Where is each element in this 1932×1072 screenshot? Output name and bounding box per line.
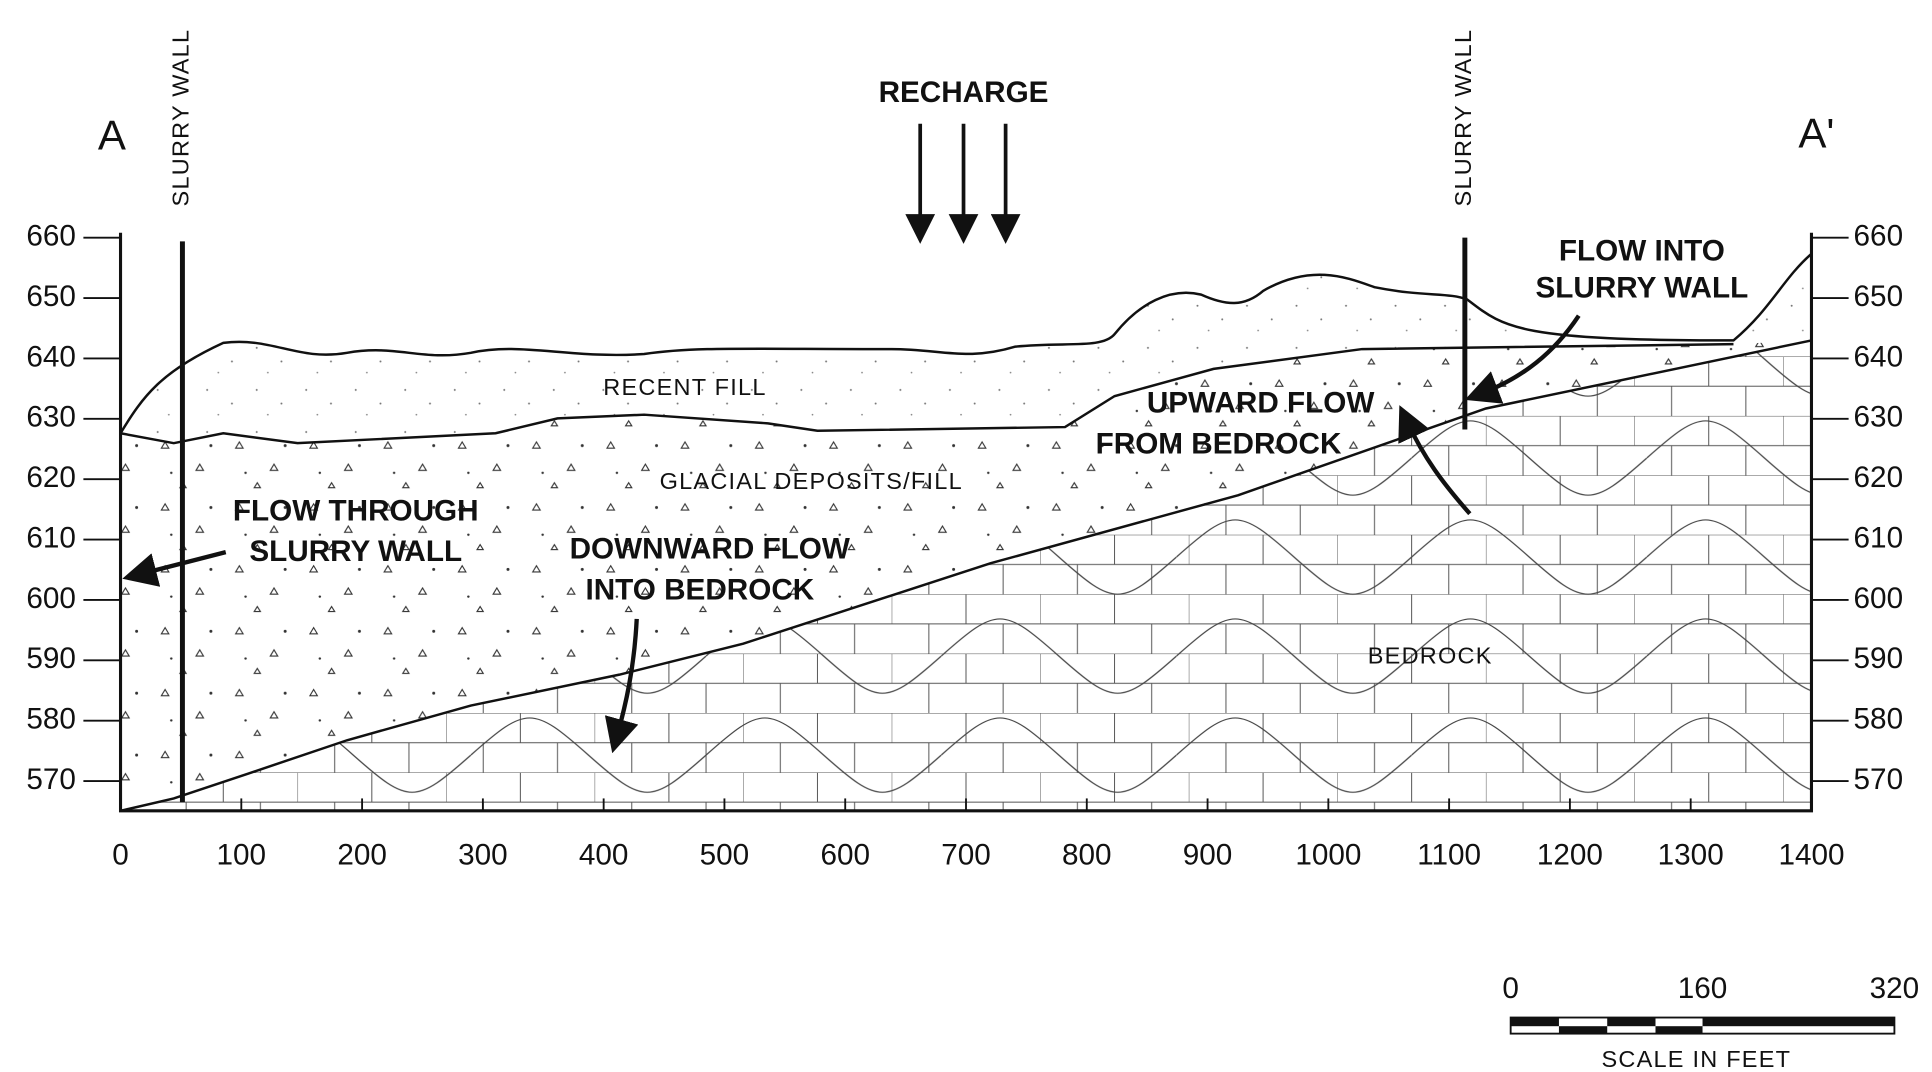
x-tick-label: 500 bbox=[700, 838, 750, 871]
y-tick-label: 570 bbox=[26, 763, 76, 796]
y-tick-label: 650 bbox=[1854, 280, 1904, 313]
y-tick-label: 610 bbox=[26, 521, 76, 554]
scale-ticks: 0 160 320 bbox=[1502, 972, 1919, 1005]
slurry-wall-label: SLURRY WALL bbox=[168, 29, 194, 207]
section-end: A' bbox=[1798, 109, 1834, 156]
layer-label: GLACIAL DEPOSITS/FILL bbox=[660, 468, 963, 494]
y-tick-label: 640 bbox=[1854, 340, 1904, 373]
annotation: INTO BEDROCK bbox=[585, 574, 814, 607]
y-tick-label: 630 bbox=[1854, 401, 1904, 434]
y-tick-label: 660 bbox=[26, 220, 76, 253]
x-tick-label: 200 bbox=[337, 838, 387, 871]
y-tick-label: 600 bbox=[1854, 582, 1904, 615]
y-tick-label: 640 bbox=[26, 340, 76, 373]
x-tick-label: 300 bbox=[458, 838, 508, 871]
layer-label: RECENT FILL bbox=[603, 374, 766, 400]
annotation: SLURRY WALL bbox=[1535, 272, 1748, 305]
annotation: FROM BEDROCK bbox=[1096, 427, 1342, 460]
scale-tick-label: 0 bbox=[1502, 972, 1519, 1005]
recharge-label: RECHARGE bbox=[879, 76, 1049, 109]
scale-bar bbox=[1511, 1018, 1895, 1034]
y-tick-label: 580 bbox=[1854, 703, 1904, 736]
scale-tick-label: 160 bbox=[1678, 972, 1728, 1005]
y-tick-label: 650 bbox=[26, 280, 76, 313]
x-tick-label: 100 bbox=[217, 838, 267, 871]
y-tick-label: 590 bbox=[1854, 642, 1904, 675]
x-tick-label: 1100 bbox=[1417, 838, 1481, 871]
layer-label: BEDROCK bbox=[1368, 643, 1493, 669]
cross-section: 0 100 200 300 400 500 600 700 800 900 1000 1100 1200… bbox=[0, 0, 1932, 1072]
scale-label: SCALE IN FEET bbox=[1601, 1046, 1791, 1072]
y-tick-label: 590 bbox=[26, 642, 76, 675]
page: {"section": {"left_end": "A", "right_end… bbox=[0, 0, 1932, 1072]
annotation: SLURRY WALL bbox=[249, 535, 462, 568]
annotation: FLOW INTO bbox=[1559, 234, 1725, 267]
annotation: DOWNWARD FLOW bbox=[570, 533, 850, 566]
recharge-arrows bbox=[920, 124, 1005, 229]
y-tick-label: 620 bbox=[26, 461, 76, 494]
section-end: A bbox=[98, 112, 126, 159]
x-tick-label: 0 bbox=[112, 838, 129, 871]
y-tick-label: 570 bbox=[1854, 763, 1904, 796]
y-tick-label: 610 bbox=[1854, 521, 1904, 554]
y-tick-label: 660 bbox=[1854, 220, 1904, 253]
x-tick-label: 1300 bbox=[1658, 838, 1724, 871]
x-tick-label: 1400 bbox=[1778, 838, 1844, 871]
x-tick-label: 600 bbox=[820, 838, 870, 871]
x-tick-label: 800 bbox=[1062, 838, 1112, 871]
y-tick-label: 600 bbox=[26, 582, 76, 615]
y-tick-label: 580 bbox=[26, 703, 76, 736]
x-tick-label: 700 bbox=[941, 838, 991, 871]
scale-tick-label: 320 bbox=[1870, 972, 1920, 1005]
x-tick-label: 400 bbox=[579, 838, 629, 871]
x-tick-label: 900 bbox=[1183, 838, 1233, 871]
y-tick-label: 630 bbox=[26, 401, 76, 434]
x-tick-label: 1000 bbox=[1295, 838, 1361, 871]
annotation: FLOW THROUGH bbox=[233, 494, 479, 527]
x-tick-label: 1200 bbox=[1537, 838, 1603, 871]
slurry-wall-label: SLURRY WALL bbox=[1450, 29, 1476, 207]
y-tick-label: 620 bbox=[1854, 461, 1904, 494]
annotation: UPWARD FLOW bbox=[1147, 387, 1375, 420]
